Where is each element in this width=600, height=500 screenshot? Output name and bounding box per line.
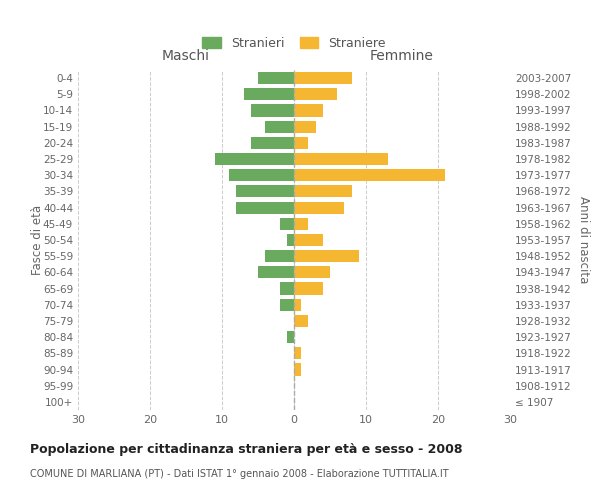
Text: COMUNE DI MARLIANA (PT) - Dati ISTAT 1° gennaio 2008 - Elaborazione TUTTITALIA.I: COMUNE DI MARLIANA (PT) - Dati ISTAT 1° … [30,469,449,479]
Bar [294,202,344,213]
Bar [294,137,308,149]
Bar [294,266,330,278]
Bar [294,88,337,101]
Bar [258,266,294,278]
Bar [294,186,352,198]
Bar [251,137,294,149]
Text: Femmine: Femmine [370,49,434,63]
Bar [265,250,294,262]
Bar [294,282,323,294]
Bar [251,104,294,117]
Bar [294,298,301,311]
Bar [294,169,445,181]
Bar [236,202,294,213]
Y-axis label: Fasce di età: Fasce di età [31,205,44,275]
Bar [294,234,323,246]
Bar [236,186,294,198]
Legend: Stranieri, Straniere: Stranieri, Straniere [197,32,391,55]
Text: Popolazione per cittadinanza straniera per età e sesso - 2008: Popolazione per cittadinanza straniera p… [30,442,463,456]
Bar [294,348,301,360]
Bar [280,298,294,311]
Bar [294,120,316,132]
Bar [294,250,359,262]
Bar [244,88,294,101]
Bar [280,282,294,294]
Bar [294,315,308,327]
Bar [294,364,301,376]
Bar [287,331,294,343]
Bar [215,153,294,165]
Bar [229,169,294,181]
Bar [294,218,308,230]
Bar [258,72,294,84]
Bar [294,153,388,165]
Bar [294,104,323,117]
Bar [294,72,352,84]
Text: Maschi: Maschi [162,49,210,63]
Y-axis label: Anni di nascita: Anni di nascita [577,196,590,284]
Bar [280,218,294,230]
Bar [265,120,294,132]
Bar [287,234,294,246]
